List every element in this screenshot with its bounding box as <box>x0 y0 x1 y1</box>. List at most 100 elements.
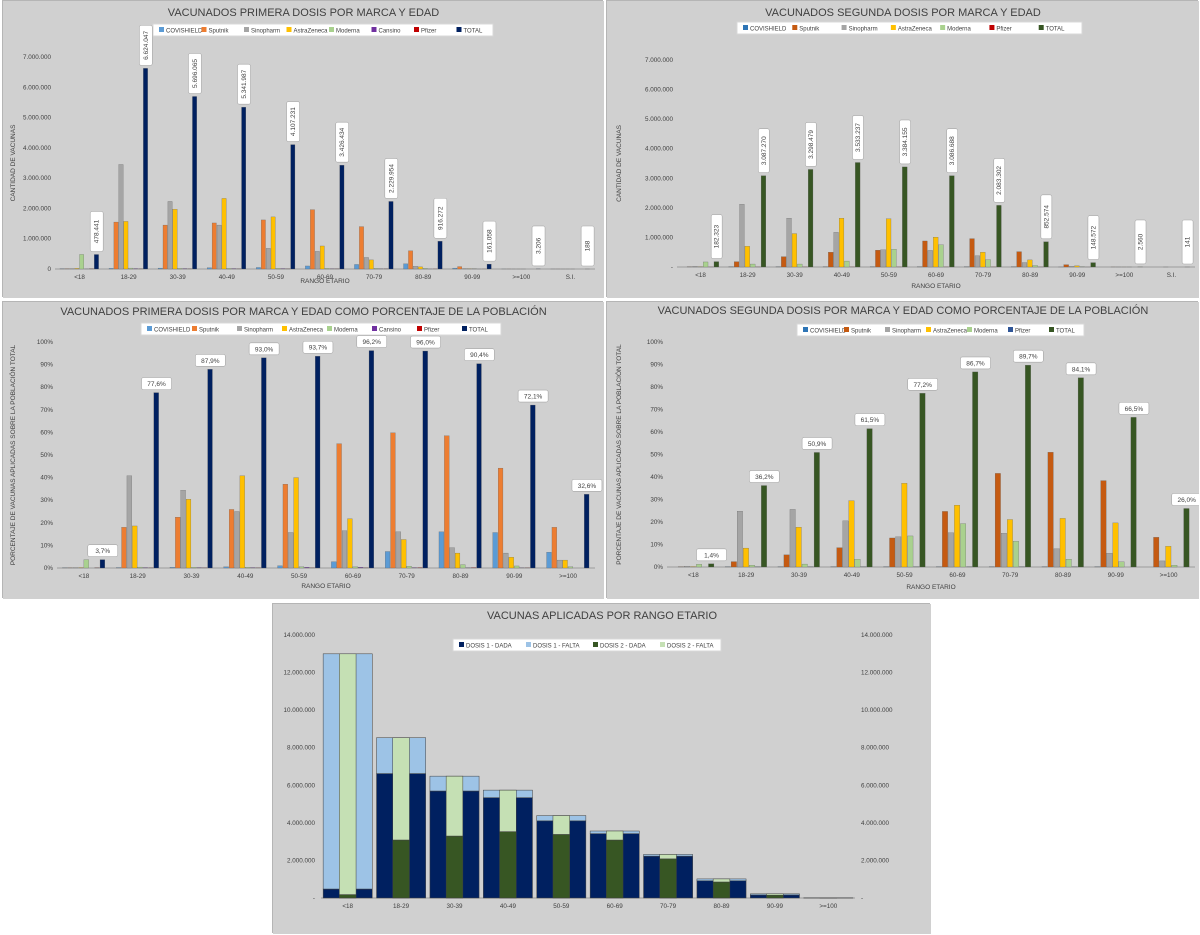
legend-swatch-sputnik <box>201 27 207 32</box>
y-axis-tick-label: 70% <box>650 407 663 414</box>
legend-swatch-moderna <box>967 327 972 332</box>
y-axis-tick-label: 0% <box>44 565 54 572</box>
x-tick-label: 70-79 <box>975 272 992 279</box>
chart-vaccines-by-age: VACUNAS APLICADAS POR RANGO ETARIO DOSIS … <box>273 604 931 934</box>
legend-label-sputnik: Sputnik <box>199 328 220 334</box>
bar-total <box>422 350 428 569</box>
legend-swatch-total <box>456 27 462 32</box>
x-tick-label: 80-89 <box>1055 572 1072 579</box>
data-label-box <box>1181 219 1194 265</box>
bar-sputnik <box>734 261 740 268</box>
bar-moderna <box>801 563 808 568</box>
bar-covishield <box>546 552 552 569</box>
bar-sputnik <box>730 561 737 568</box>
data-label-box <box>1171 493 1199 506</box>
bar-total <box>486 263 492 270</box>
bar-sinopharm <box>180 490 186 569</box>
legend-swatch-dosis-1-dada <box>459 642 464 647</box>
legend-swatch-pfizer <box>989 25 995 30</box>
data-label: 3.087.270 <box>761 136 768 165</box>
bar-covishield <box>277 565 283 569</box>
y-axis-left-tick-label: 14.000.000 <box>283 632 315 639</box>
bar-sinopharm <box>842 520 849 568</box>
data-label: 852.574 <box>1043 205 1050 229</box>
x-tick-label: <18 <box>74 274 85 281</box>
chart-title: VACUNADOS PRIMERA DOSIS POR MARCA Y EDAD… <box>60 305 546 318</box>
bar-sinopharm <box>288 532 294 569</box>
bar-total <box>1090 262 1096 268</box>
data-label: 141 <box>1185 236 1192 247</box>
data-label: 26,0% <box>1177 497 1196 504</box>
data-label-box <box>89 211 104 252</box>
data-label-box <box>335 121 349 163</box>
bar-sputnik <box>889 537 896 568</box>
bar-moderna <box>226 268 232 270</box>
legend-swatch-moderna <box>940 25 946 30</box>
bar-total <box>192 96 197 270</box>
y-axis-left-tick-label: 8.000.000 <box>287 745 316 752</box>
data-label-box <box>854 413 886 426</box>
legend-label-pfizer: Pfizer <box>421 29 436 35</box>
legend-swatch-total <box>1038 25 1044 30</box>
bar-astrazeneca <box>1059 518 1066 568</box>
x-tick-label: 80-89 <box>1022 272 1039 279</box>
bar-cansino <box>358 567 364 569</box>
data-label: 5.341.987 <box>241 69 248 98</box>
bar-total <box>437 241 443 270</box>
bar-dosis-2-falta <box>392 737 410 841</box>
bar-sinopharm <box>1053 548 1060 568</box>
y-axis-tick-label: 5.000.000 <box>645 116 674 123</box>
bar-moderna <box>373 268 379 270</box>
legend-label-pfizer: Pfizer <box>1015 329 1030 335</box>
bar-moderna <box>460 564 466 569</box>
chart-second-dose-by-brand: VACUNADOS SEGUNDA DOSIS POR MARCA Y EDAD… <box>607 1 1199 298</box>
bar-sputnik <box>162 224 168 270</box>
bar-sinopharm <box>974 255 980 268</box>
legend-label-dosis-1-dada: DOSIS 1 - DADA <box>466 644 512 650</box>
bar-sputnik <box>359 226 364 270</box>
bar-total <box>996 205 1002 268</box>
bar-sputnik <box>211 222 217 270</box>
bar-astrazeneca <box>1165 546 1172 568</box>
bar-sputnik <box>875 250 881 268</box>
data-label: 96,2% <box>363 339 382 346</box>
y-axis-tick-label: 10% <box>650 542 663 549</box>
bar-moderna <box>907 535 914 568</box>
data-label-box <box>1040 194 1053 240</box>
data-label: 84,1% <box>1072 366 1091 373</box>
bar-moderna <box>324 268 330 270</box>
bar-sputnik <box>229 509 235 569</box>
y-axis-tick-label: 6.000.000 <box>645 87 674 94</box>
data-label-box <box>946 128 958 174</box>
legend-swatch-covishield <box>803 327 808 332</box>
legend-label-astrazeneca: AstraZeneca <box>294 29 329 35</box>
legend-label-moderna: Moderna <box>947 27 971 33</box>
bar-sinopharm <box>1159 560 1166 568</box>
bar-covishield <box>108 268 114 270</box>
bar-total <box>902 166 908 268</box>
bar-moderna <box>177 268 183 270</box>
bar-sputnik <box>282 484 288 569</box>
data-label: 5.696.065 <box>192 59 199 88</box>
bar-sputnik <box>1100 480 1107 568</box>
y-axis-title: CANTIDAD DE VACUNAS <box>10 124 17 201</box>
x-tick-label: >=100 <box>819 903 837 910</box>
data-label-box <box>531 225 546 267</box>
bar-moderna <box>749 565 755 568</box>
bar-astrazeneca <box>1027 259 1033 268</box>
bar-sinopharm <box>1021 262 1028 268</box>
bar-sputnik <box>551 527 557 569</box>
bar-sputnik <box>942 511 948 568</box>
bar-astrazeneca <box>74 268 80 270</box>
data-label: 2.083.302 <box>996 166 1003 195</box>
bar-sinopharm <box>737 511 743 568</box>
bar-sinopharm <box>503 552 509 569</box>
y-axis-left-tick-label: 12.000.000 <box>283 670 315 677</box>
chart-panel-first-dose-percent: VACUNADOS PRIMERA DOSIS POR MARCA Y EDAD… <box>2 301 604 599</box>
x-tick-label: 30-39 <box>170 274 187 281</box>
data-label-box <box>805 122 817 167</box>
data-label-box <box>1118 402 1150 415</box>
bar-astrazeneca <box>791 233 797 268</box>
bar-total <box>388 201 394 270</box>
y-axis-tick-label: 30% <box>650 497 663 504</box>
